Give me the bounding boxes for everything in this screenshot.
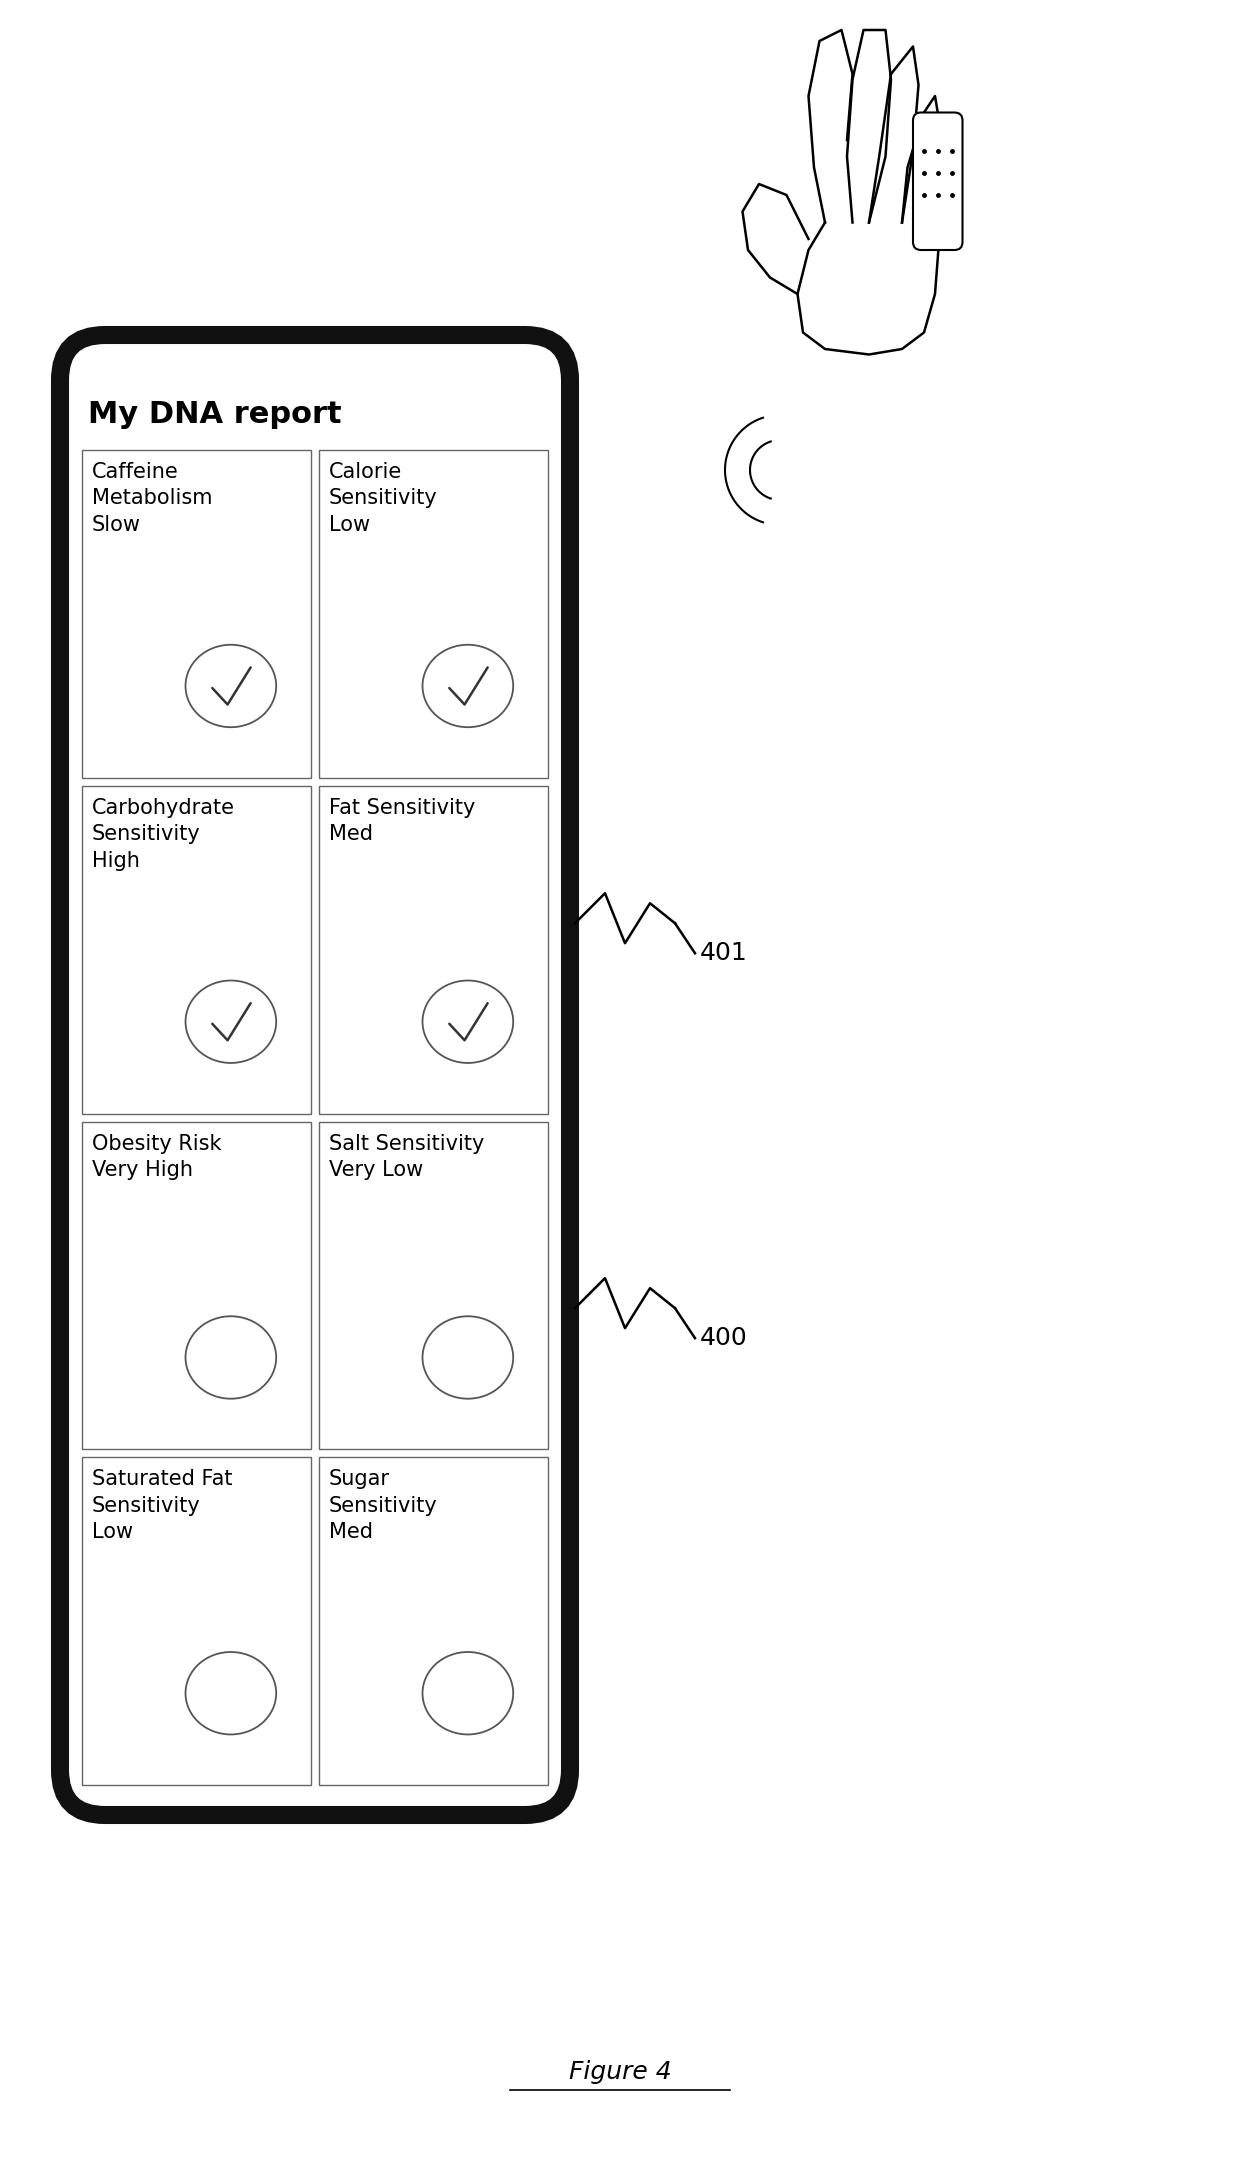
Bar — [319, 1457, 548, 1784]
Text: Saturated Fat
Sensitivity
Low: Saturated Fat Sensitivity Low — [92, 1470, 233, 1541]
Text: Calorie
Sensitivity
Low: Calorie Sensitivity Low — [329, 461, 438, 535]
Text: Sugar
Sensitivity
Med: Sugar Sensitivity Med — [329, 1470, 438, 1541]
Bar — [319, 450, 548, 777]
Ellipse shape — [423, 1652, 513, 1734]
Bar — [319, 1121, 548, 1448]
Bar — [319, 786, 548, 1113]
Ellipse shape — [423, 1316, 513, 1399]
FancyBboxPatch shape — [60, 336, 570, 1814]
Text: 401: 401 — [701, 942, 748, 966]
Ellipse shape — [423, 981, 513, 1063]
Text: My DNA report: My DNA report — [88, 401, 342, 429]
Bar — [82, 1457, 311, 1784]
Text: Figure 4: Figure 4 — [569, 2061, 671, 2085]
Bar — [82, 450, 311, 777]
Text: 400: 400 — [701, 1327, 748, 1351]
Ellipse shape — [186, 981, 277, 1063]
Ellipse shape — [186, 1316, 277, 1399]
Text: Carbohydrate
Sensitivity
High: Carbohydrate Sensitivity High — [92, 797, 236, 870]
Text: Fat Sensitivity
Med: Fat Sensitivity Med — [329, 797, 475, 844]
Bar — [82, 786, 311, 1113]
FancyBboxPatch shape — [913, 113, 962, 249]
Ellipse shape — [186, 645, 277, 727]
Text: Caffeine
Metabolism
Slow: Caffeine Metabolism Slow — [92, 461, 212, 535]
Ellipse shape — [423, 645, 513, 727]
Text: Salt Sensitivity
Very Low: Salt Sensitivity Very Low — [329, 1134, 485, 1180]
Bar — [82, 1121, 311, 1448]
Ellipse shape — [186, 1652, 277, 1734]
Text: Obesity Risk
Very High: Obesity Risk Very High — [92, 1134, 222, 1180]
